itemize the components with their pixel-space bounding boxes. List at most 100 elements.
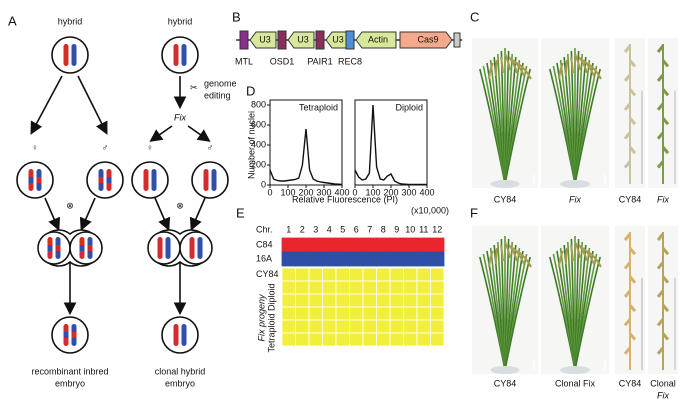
panicle	[578, 244, 588, 262]
caption: recombinant inbred	[31, 366, 108, 376]
genotype-cell	[295, 267, 310, 282]
element-label: Cas9	[417, 34, 438, 44]
caption: CY84	[494, 378, 517, 388]
genotype-cell	[376, 237, 391, 253]
genotype-cell	[281, 280, 296, 295]
genotype-cell	[349, 306, 364, 321]
genotype-cell	[322, 280, 337, 295]
genotype-cell	[295, 280, 310, 295]
gene-label: REC8	[338, 56, 362, 66]
genotype-cell	[308, 237, 323, 253]
caption: embryo	[55, 378, 85, 388]
gene-block	[239, 30, 249, 50]
hybrid-label: hybrid	[168, 16, 193, 26]
genotype-cell	[295, 332, 310, 347]
leaf	[574, 68, 601, 185]
chromosome	[211, 169, 217, 191]
genotype-cell	[416, 306, 431, 321]
plot-frame	[269, 99, 343, 186]
genotype-cell	[349, 293, 364, 308]
panel-label: F	[470, 205, 478, 220]
end-block	[453, 32, 461, 48]
panel-a: A hybrid hybrid ✂ genome editing Fix ♀ ♂…	[8, 13, 237, 388]
chr-number: 10	[405, 224, 415, 234]
x-tick-label: 0	[352, 187, 357, 197]
panicle	[586, 250, 602, 268]
row-label: C84	[256, 239, 273, 249]
genotype-cell	[335, 293, 350, 308]
genotype-cell	[281, 267, 296, 282]
arrow	[79, 197, 96, 231]
chromosome-band	[79, 245, 85, 251]
panicle	[495, 247, 498, 265]
chromosome	[203, 169, 209, 191]
arrow	[187, 125, 211, 142]
panicle	[565, 59, 568, 77]
y-tick-label: 200	[251, 159, 266, 169]
panel-c: C CY84 Fix CY84 Fix	[470, 9, 678, 204]
genotype-cell	[416, 332, 431, 347]
element-arrow	[287, 31, 315, 49]
genotype-cell	[308, 280, 323, 295]
genotype-cell	[322, 332, 337, 347]
side-label: Fix progeny	[256, 294, 266, 342]
genotype-cell	[322, 237, 337, 253]
genotype-cell	[281, 332, 296, 347]
genotype-cell	[403, 267, 418, 282]
panicle	[574, 53, 581, 71]
genotype-cell	[281, 319, 296, 334]
chr-number: 7	[367, 224, 372, 234]
chr-number: 11	[419, 224, 428, 234]
gene-label: PAIR1	[307, 56, 332, 66]
caption: CY84	[619, 378, 642, 388]
hybrid-label: hybrid	[58, 16, 83, 26]
panel-label: B	[232, 9, 241, 24]
element-arrow	[325, 31, 347, 49]
female: ♀	[32, 142, 39, 152]
genotype-cell	[389, 332, 404, 347]
genotype-cell	[335, 306, 350, 321]
chromosome-band	[71, 332, 77, 338]
panicle	[578, 56, 588, 74]
genotype-cell	[349, 280, 364, 295]
genotype-cell	[389, 293, 404, 308]
genotype-cell	[281, 251, 296, 267]
genotype-cell	[335, 319, 350, 334]
element-label: U3	[259, 34, 271, 44]
arrow	[154, 197, 171, 231]
genotype-cell	[322, 251, 337, 267]
panel-label: A	[8, 13, 17, 28]
chromosome	[165, 237, 171, 259]
panel-label: C	[470, 9, 479, 24]
cell	[69, 231, 103, 265]
element-label: U3	[332, 34, 344, 44]
plot-title: Diploid	[395, 102, 423, 112]
editing-label: genome	[204, 78, 237, 88]
gene-block	[277, 30, 287, 50]
genotype-cell	[416, 293, 431, 308]
genotype-cell	[362, 237, 377, 253]
x-tick-label: 200	[298, 187, 313, 197]
male: ♂	[207, 142, 214, 152]
genotype-cell	[362, 267, 377, 282]
chr-number: 9	[394, 224, 399, 234]
chromosome-band	[98, 177, 104, 183]
x-axis-unit: (x10,000)	[411, 205, 449, 215]
plot-title: Tetraploid	[299, 102, 338, 112]
genotype-cell	[295, 319, 310, 334]
chromosome	[71, 44, 77, 66]
genotype-cell	[430, 293, 445, 308]
genotype-cell	[362, 319, 377, 334]
genotype-cell	[403, 306, 418, 321]
gene-label: MTL	[235, 56, 253, 66]
panicle	[500, 56, 504, 74]
cell	[161, 316, 199, 354]
genotype-cell	[281, 306, 296, 321]
panicle	[582, 247, 595, 265]
genotype-cell	[416, 267, 431, 282]
panel-d: D Number of nuclei Relative Fluorescence…	[246, 83, 449, 215]
panel-label: E	[236, 205, 245, 220]
caption: clonal hybrid	[155, 366, 206, 376]
panicle	[495, 59, 498, 77]
